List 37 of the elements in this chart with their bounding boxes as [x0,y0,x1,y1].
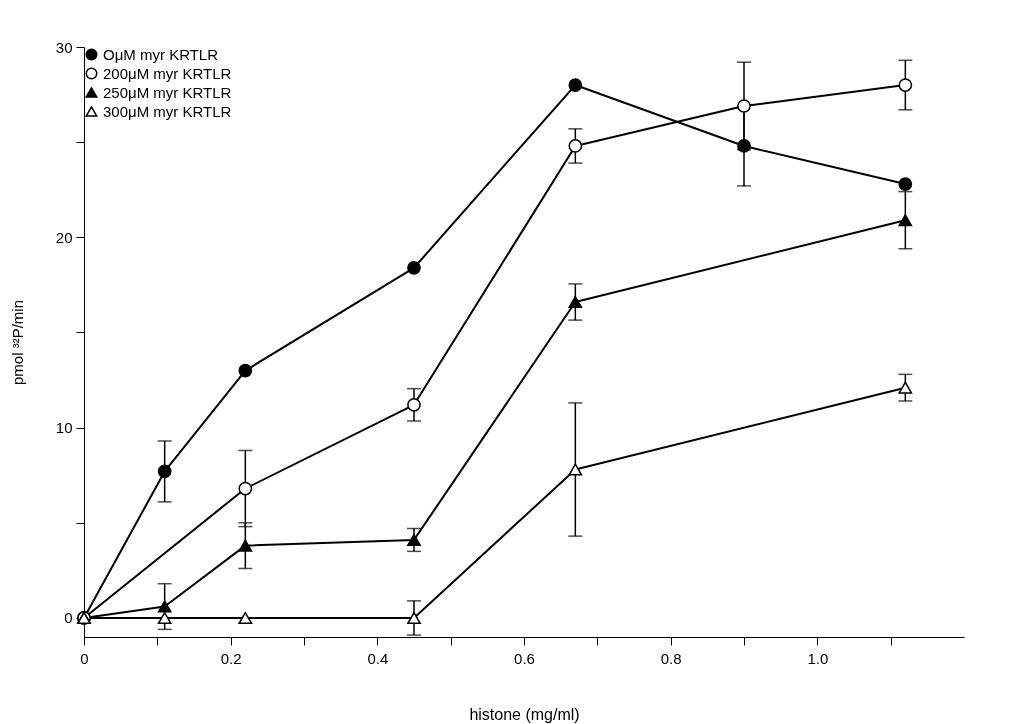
point [568,463,583,476]
legend-label: 250μM myr KRTLR [103,83,232,101]
y-tick-label: 20 [55,228,73,246]
point [568,78,583,92]
y-axis-title: pmol ³²P/min [8,299,26,386]
y-tick-label: 30 [55,38,73,56]
point [407,260,421,275]
legend-label: 200μM myr KRTLR [103,64,232,82]
point [568,139,583,153]
point [737,99,751,113]
legend-label: 300μM myr KRTLR [103,102,232,120]
point [568,295,583,309]
x-tick-label: 0 [80,649,89,667]
legend-label: OμM myr KRTLR [103,45,219,63]
point [238,481,253,496]
x-tick-label: 1.0 [807,649,829,667]
point [898,78,913,92]
y-tick-label: 10 [55,419,73,437]
point [407,397,421,412]
point [238,539,253,552]
x-tick-label: 0.6 [514,649,535,667]
point [157,600,172,613]
point [898,214,913,227]
point [898,381,913,394]
point [407,533,421,546]
point [737,139,751,153]
x-tick-label: 0.8 [660,649,682,667]
x-tick-label: 0.4 [367,649,389,667]
point [407,611,421,625]
point [898,177,913,191]
point [157,611,172,625]
x-tick-label: 0.2 [220,649,242,667]
y-tick-label: 0 [64,609,73,627]
point [238,611,253,625]
point [157,464,172,479]
point [238,363,253,378]
x-axis-title: histone (mg/ml) [469,705,580,723]
